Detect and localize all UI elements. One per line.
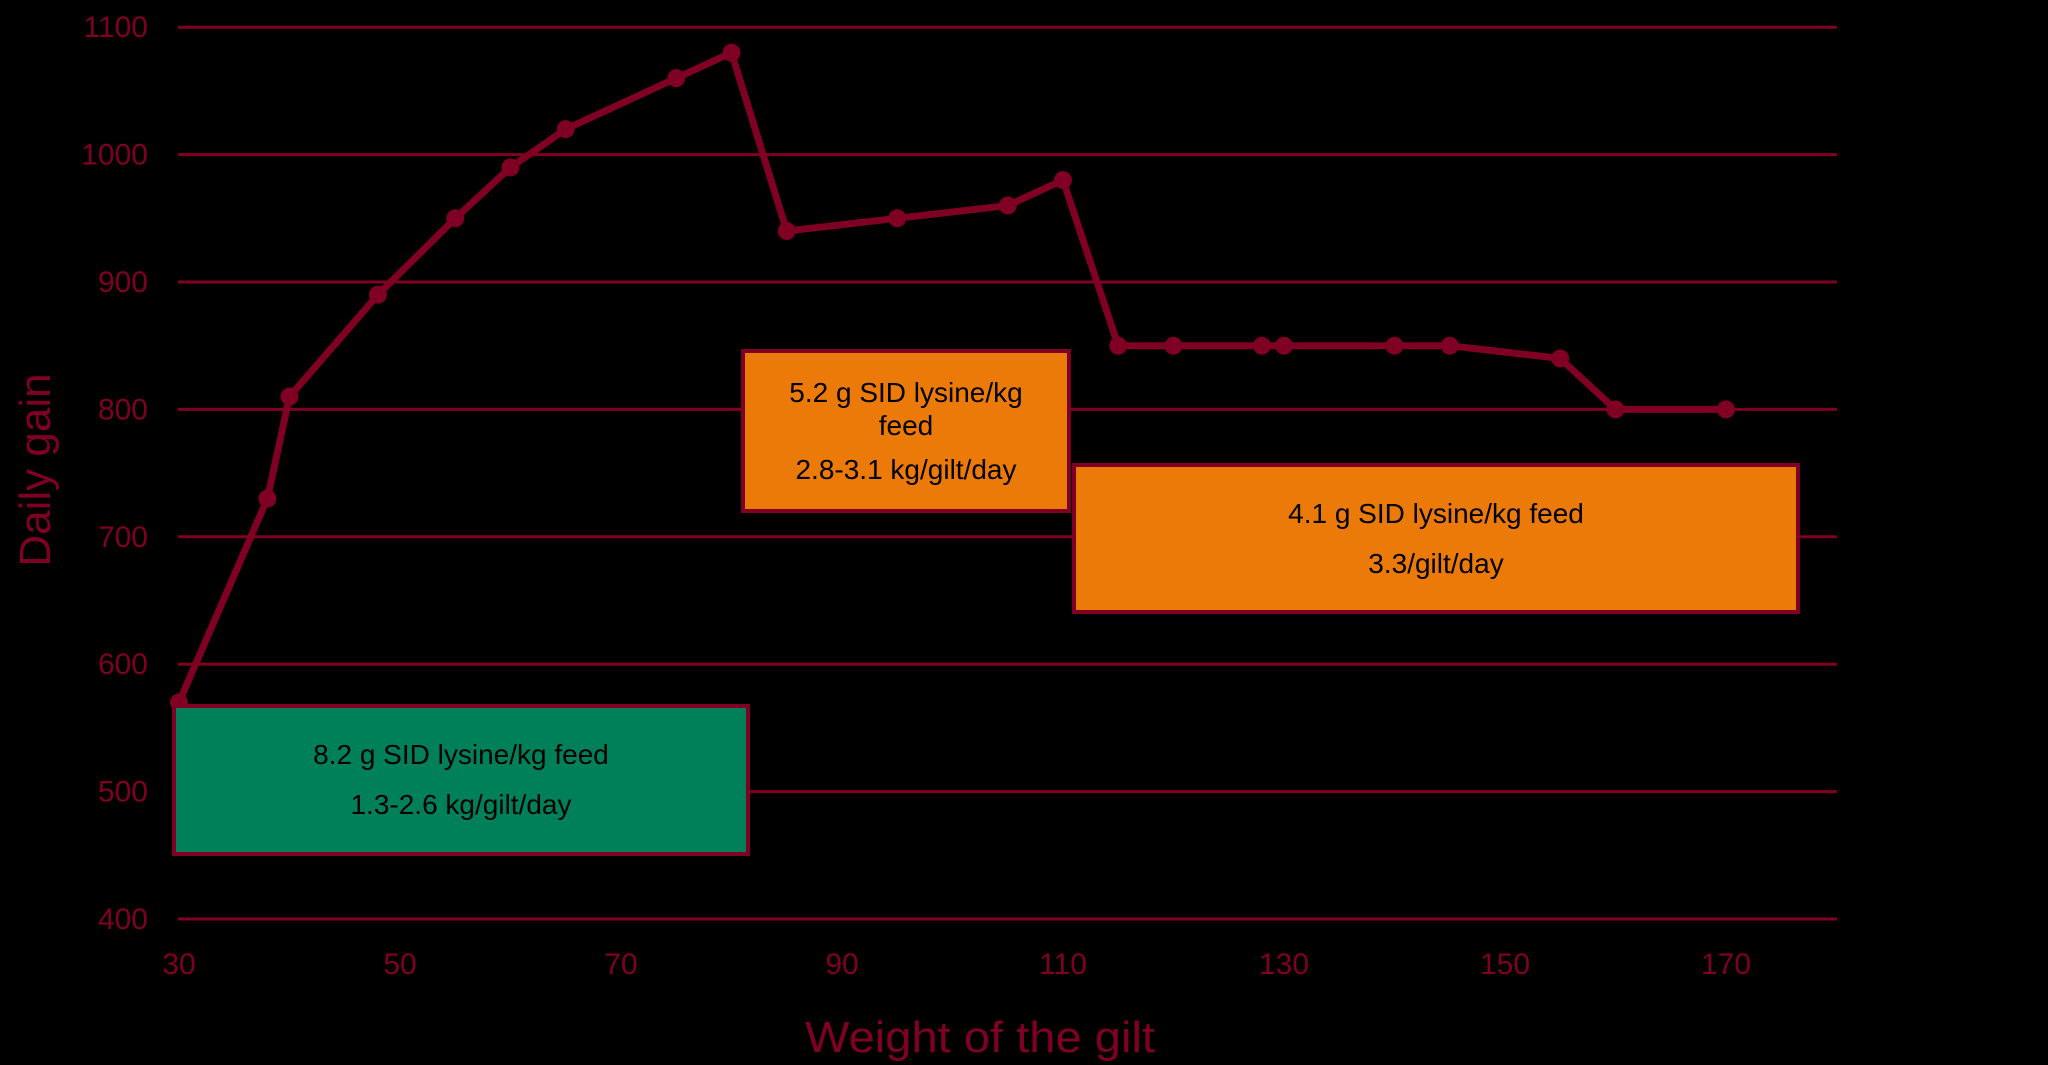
data-point xyxy=(446,209,465,228)
x-axis-ticks: 30 50 70 90 110 130 150 170 xyxy=(162,948,1751,981)
data-point xyxy=(258,489,277,508)
data-point xyxy=(888,209,907,228)
data-point xyxy=(1252,336,1271,355)
x-tick-label: 110 xyxy=(1039,948,1087,981)
data-point xyxy=(556,120,575,139)
data-point xyxy=(777,222,796,241)
x-tick-label: 150 xyxy=(1480,948,1530,981)
data-point xyxy=(501,158,520,177)
data-point xyxy=(998,196,1017,215)
annotation-lysine: 8.2 g SID lysine/kg feed xyxy=(313,739,609,771)
data-point xyxy=(1275,336,1293,355)
data-point xyxy=(1054,171,1072,190)
data-line xyxy=(175,49,1726,704)
x-tick-label: 170 xyxy=(1701,948,1751,981)
annotation-intake: 3.3/gilt/day xyxy=(1368,547,1504,579)
y-tick-label: 900 xyxy=(98,266,148,299)
y-tick-label: 1100 xyxy=(83,11,148,44)
data-point xyxy=(722,43,741,62)
data-point xyxy=(1109,336,1128,355)
annotation-box-phase1: 8.2 g SID lysine/kg feed 1.3-2.6 kg/gilt… xyxy=(172,704,750,856)
y-tick-label: 700 xyxy=(98,521,148,554)
data-point xyxy=(368,285,387,304)
y-tick-label: 1000 xyxy=(81,139,148,172)
x-tick-label: 130 xyxy=(1259,948,1309,981)
annotation-intake: 2.8-3.1 kg/gilt/day xyxy=(795,453,1017,485)
x-tick-label: 90 xyxy=(825,948,858,981)
data-point xyxy=(1717,400,1735,419)
annotation-intake: 1.3-2.6 kg/gilt/day xyxy=(350,789,572,820)
series-daily-gain xyxy=(170,43,1735,712)
data-point xyxy=(1385,336,1404,355)
annotation-box-phase3: 4.1 g SID lysine/kg feed 3.3/gilt/day xyxy=(1072,463,1800,614)
x-tick-label: 30 xyxy=(162,948,195,981)
data-point xyxy=(280,387,299,406)
data-point xyxy=(1164,336,1183,355)
y-tick-label: 400 xyxy=(98,903,148,936)
y-axis-title: Daily gain xyxy=(11,373,60,566)
annotation-box-phase2: 5.2 g SID lysine/kg feed 2.8-3.1 kg/gilt… xyxy=(741,349,1071,513)
y-axis-ticks: 400 500 600 700 800 900 1000 1100 xyxy=(81,11,148,936)
x-axis-title: Weight of the gilt xyxy=(805,1013,1155,1062)
x-tick-label: 70 xyxy=(604,948,637,981)
y-tick-label: 600 xyxy=(98,648,148,681)
y-tick-label: 500 xyxy=(98,776,148,809)
data-point xyxy=(1606,400,1625,419)
y-tick-label: 800 xyxy=(98,393,148,426)
data-point xyxy=(1551,349,1570,368)
annotation-lysine: 5.2 g SID lysine/kg feed xyxy=(789,376,1023,442)
data-point xyxy=(1440,336,1459,355)
annotation-lysine: 4.1 g SID lysine/kg feed xyxy=(1288,497,1584,529)
data-point xyxy=(667,69,686,88)
x-tick-label: 50 xyxy=(383,948,416,981)
